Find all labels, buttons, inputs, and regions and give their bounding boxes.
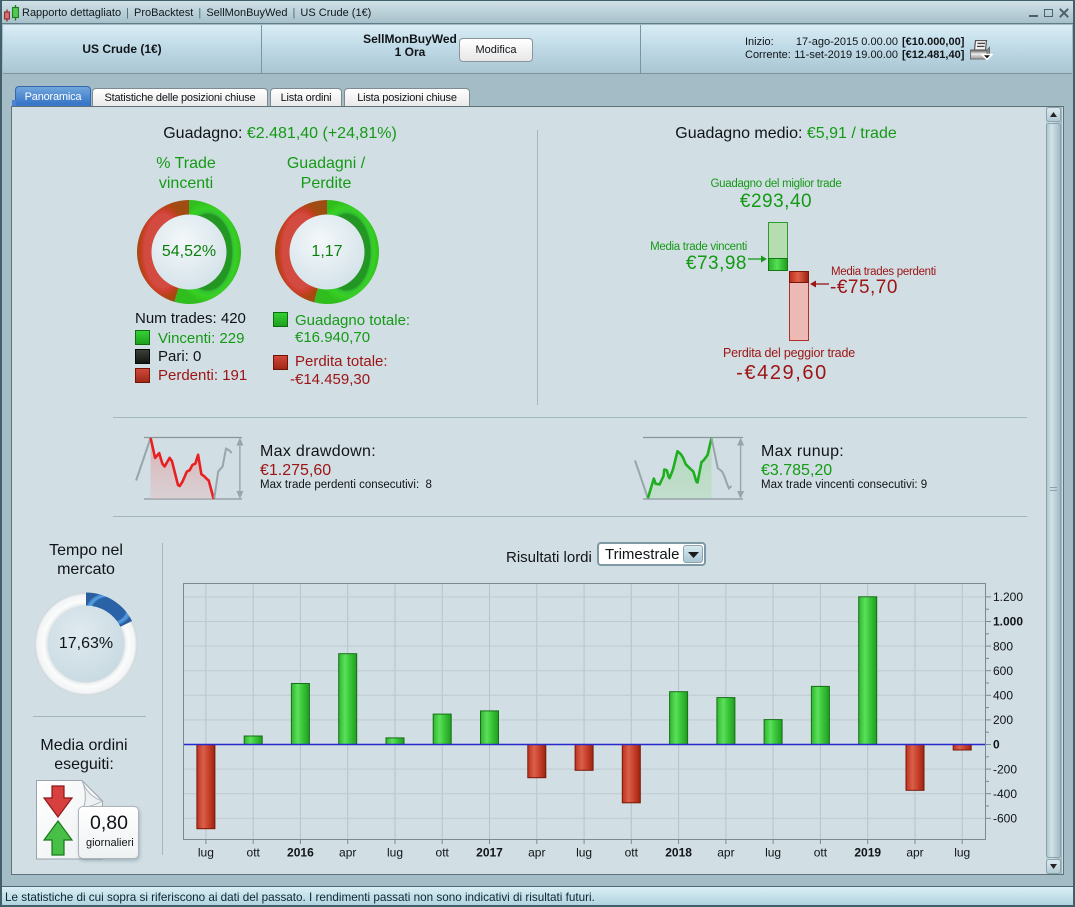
svg-text:apr: apr (906, 846, 923, 860)
svg-text:2016: 2016 (287, 846, 314, 860)
svg-text:-600: -600 (993, 812, 1017, 826)
svg-text:apr: apr (339, 846, 356, 860)
svg-text:2017: 2017 (476, 846, 503, 860)
svg-text:400: 400 (993, 689, 1013, 703)
svg-text:0: 0 (993, 738, 1000, 752)
svg-text:lug: lug (198, 846, 214, 860)
svg-text:lug: lug (954, 846, 970, 860)
svg-text:200: 200 (993, 713, 1013, 727)
svg-text:apr: apr (717, 846, 734, 860)
svg-text:ott: ott (436, 846, 450, 860)
svg-text:-200: -200 (993, 762, 1017, 776)
svg-text:2019: 2019 (854, 846, 881, 860)
svg-text:-400: -400 (993, 787, 1017, 801)
svg-text:1.200: 1.200 (993, 590, 1023, 604)
svg-text:ott: ott (814, 846, 828, 860)
svg-text:lug: lug (576, 846, 592, 860)
svg-text:ott: ott (247, 846, 261, 860)
svg-text:apr: apr (528, 846, 545, 860)
svg-text:800: 800 (993, 639, 1013, 653)
svg-text:2018: 2018 (665, 846, 692, 860)
svg-text:ott: ott (625, 846, 639, 860)
svg-text:600: 600 (993, 664, 1013, 678)
svg-text:lug: lug (387, 846, 403, 860)
svg-text:1.000: 1.000 (993, 615, 1023, 629)
svg-text:lug: lug (765, 846, 781, 860)
